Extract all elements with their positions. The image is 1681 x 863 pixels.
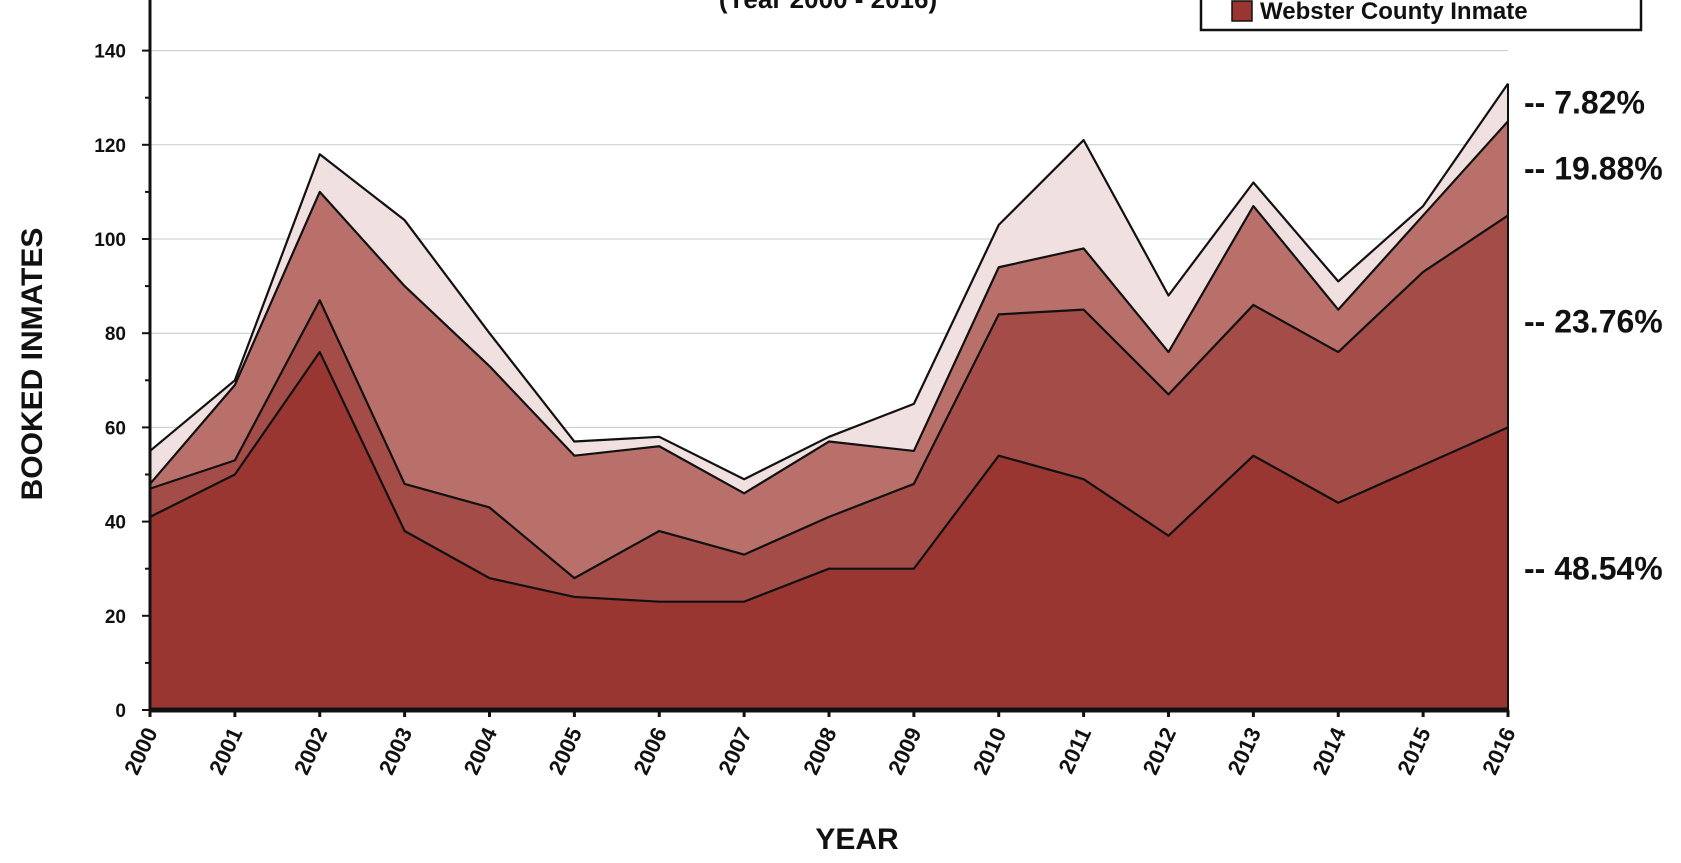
x-tick-label-2014: 2014 xyxy=(1307,723,1351,779)
axes xyxy=(142,0,1510,717)
x-tick-label-2001: 2001 xyxy=(204,724,247,779)
y-tick-label-140: 140 xyxy=(94,42,126,63)
area-series xyxy=(149,82,1509,710)
chart-subtitle: (Year 2000 - 2016) xyxy=(719,0,937,14)
legend-box xyxy=(1199,0,1643,32)
percent-label-1: -- 19.88% xyxy=(1524,150,1663,186)
percent-label-2: -- 23.76% xyxy=(1524,303,1663,339)
x-tick-label-2016: 2016 xyxy=(1477,724,1520,779)
x-tick-label-2005: 2005 xyxy=(544,724,587,779)
series-line-2 xyxy=(149,120,1509,495)
x-tick-label-2008: 2008 xyxy=(798,724,841,779)
x-tick-label-2000: 2000 xyxy=(119,724,162,779)
x-tick-label-2007: 2007 xyxy=(713,724,756,779)
x-tick-label-2010: 2010 xyxy=(968,724,1011,779)
x-axis-title: YEAR xyxy=(815,823,899,856)
y-tick-label-60: 60 xyxy=(105,418,126,439)
area-series-2 xyxy=(150,121,1508,579)
area-series-0 xyxy=(150,352,1508,710)
x-tick-labels: 2000 2001 2002 2003 2004 2005 2006 2007 2008 2009… xyxy=(119,723,1520,779)
percent-label-0: -- 7.82% xyxy=(1524,84,1645,120)
legend: Webster County Inmate xyxy=(1199,0,1643,32)
y-tick-label-120: 120 xyxy=(94,136,126,157)
series-line-3 xyxy=(149,82,1509,481)
x-tick-label-2012: 2012 xyxy=(1138,724,1181,779)
area-series-1 xyxy=(150,215,1508,602)
legend-swatch-webster xyxy=(1231,0,1253,22)
x-tick-label-2009: 2009 xyxy=(883,724,926,779)
x-tick-label-2013: 2013 xyxy=(1223,724,1266,779)
legend-label-webster: Webster County Inmate xyxy=(1260,0,1528,25)
y-axis-title: BOOKED INMATES xyxy=(16,228,49,501)
x-tick-label-2015: 2015 xyxy=(1392,724,1435,779)
x-tick-label-2003: 2003 xyxy=(374,724,417,779)
y-tick-label-80: 80 xyxy=(105,324,126,345)
series-line-0 xyxy=(149,350,1509,603)
y-tick-labels: 0 20 40 60 80 100 120 140 xyxy=(94,42,126,722)
x-tick-label-2002: 2002 xyxy=(289,724,332,779)
y-tick-label-40: 40 xyxy=(105,513,126,534)
x-tick-label-2011: 2011 xyxy=(1053,724,1096,778)
series-line-1 xyxy=(149,214,1509,580)
x-tick-label-2004: 2004 xyxy=(459,723,503,779)
y-tick-label-100: 100 xyxy=(94,230,126,251)
area-series-3 xyxy=(150,83,1508,494)
percent-labels: -- 7.82% -- 19.88% -- 23.76% -- 48.54% xyxy=(1524,84,1663,586)
y-tick-label-20: 20 xyxy=(105,607,126,628)
x-tick-label-2006: 2006 xyxy=(628,724,671,779)
percent-label-3: -- 48.54% xyxy=(1524,551,1663,587)
y-tick-label-0: 0 xyxy=(115,701,126,722)
